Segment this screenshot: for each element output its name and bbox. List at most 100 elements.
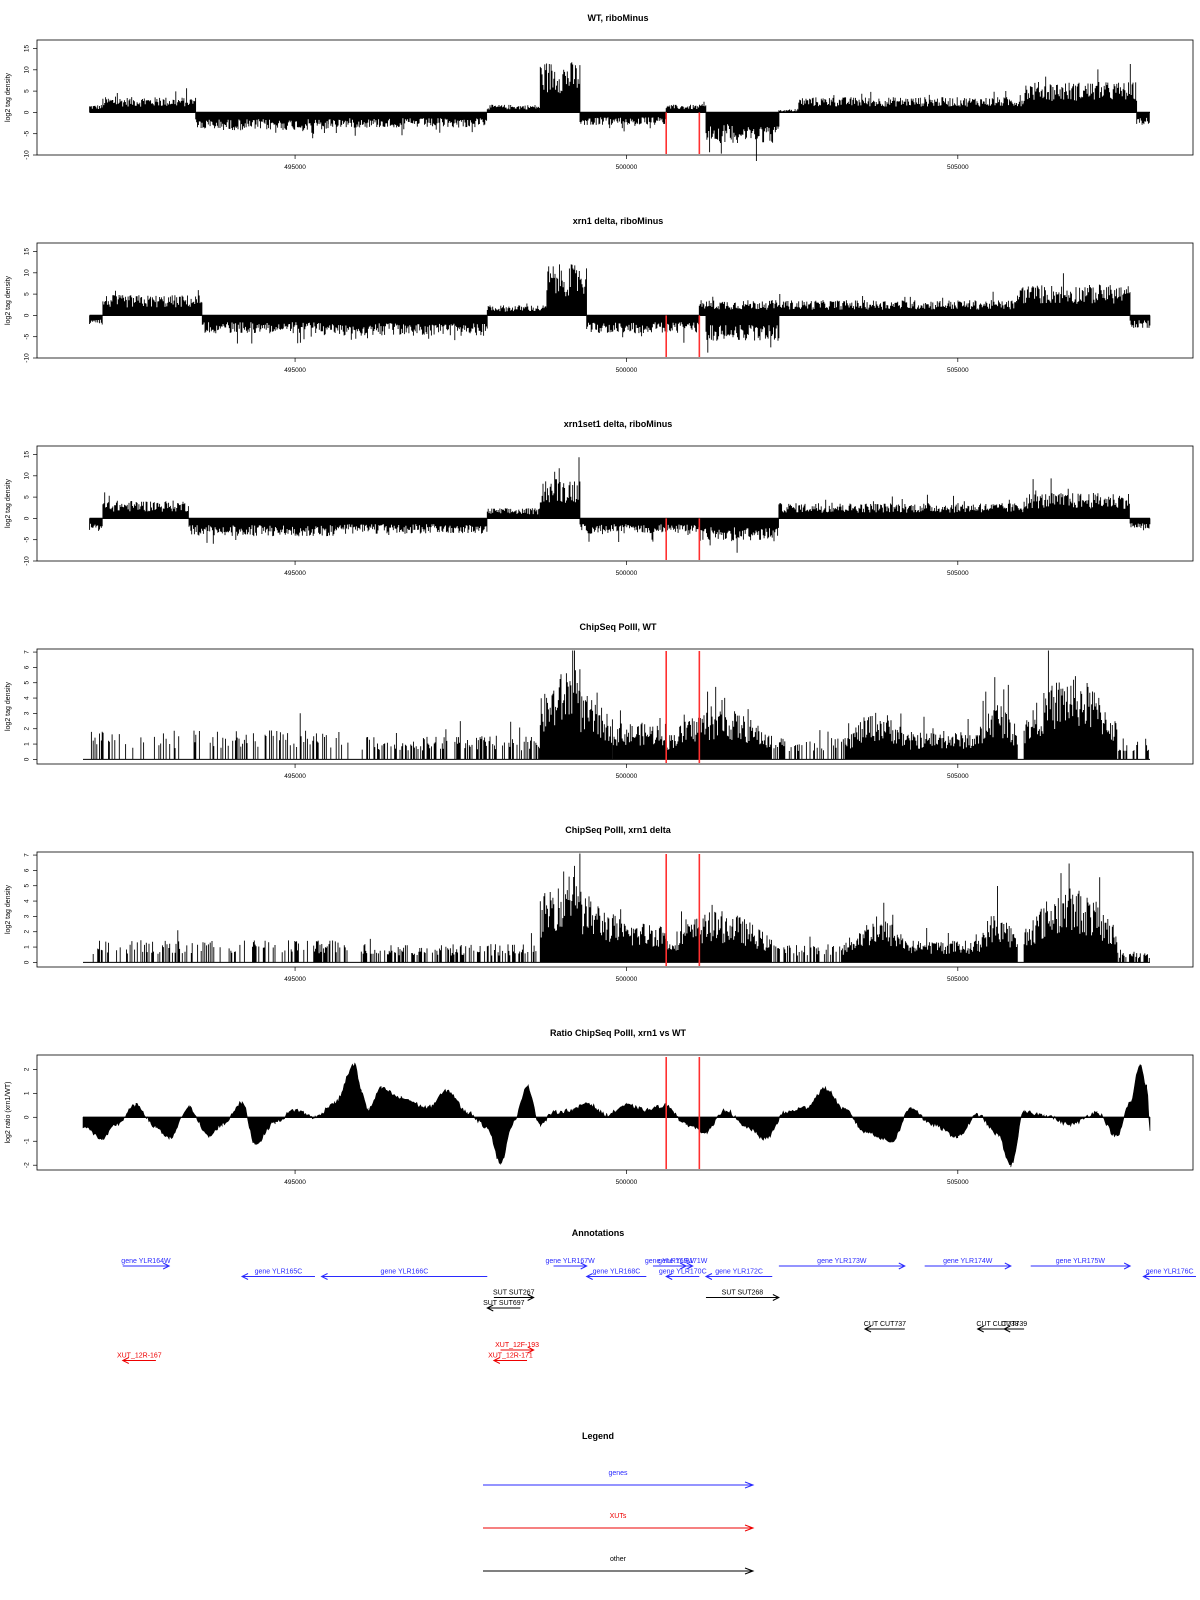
- feature-annotation: XUT_12R-171: [488, 1353, 533, 1364]
- feature-annotation: gene YLR176C: [1142, 1269, 1196, 1280]
- signal-bars: [844, 902, 912, 963]
- signal-bars: [910, 716, 978, 760]
- signal-bars: [665, 101, 707, 113]
- arrow-head-icon: [898, 1262, 906, 1270]
- panel-title: ChipSeq PolII, WT: [580, 622, 657, 632]
- panel-title: Ratio ChipSeq PolII, xrn1 vs WT: [550, 1028, 687, 1038]
- arrow-head-icon: [686, 1262, 694, 1270]
- feature-annotation: SUT SUT268: [705, 1290, 780, 1301]
- feature-annotation: XUT_12R-167: [117, 1353, 162, 1364]
- feature-annotation: gene YLR171W: [658, 1258, 708, 1270]
- signal-bars: [1117, 949, 1150, 963]
- feature-label: CUT CUT737: [864, 1321, 906, 1328]
- track-panel: ChipSeq PolII, WT log2 tag density 0 1 2 3 4 5 6…: [5, 622, 1194, 780]
- arrow-head-icon: [1142, 1273, 1150, 1280]
- arrow-head-icon: [976, 1325, 984, 1333]
- arrow-head-icon: [527, 1294, 535, 1301]
- legend-label: genes: [608, 1470, 628, 1477]
- feature-annotation: gene YLR174W: [924, 1258, 1012, 1270]
- y-tick-label: 0: [24, 960, 31, 964]
- x-tick-label: 505000: [947, 976, 969, 983]
- feature-annotation: SUT SUT267: [493, 1290, 535, 1301]
- y-tick-label: 0: [24, 1115, 31, 1119]
- x-tick-label: 500000: [616, 164, 638, 171]
- plot-frame: [36, 39, 1194, 156]
- signal-bars: [586, 315, 700, 343]
- x-tick-label: 505000: [947, 164, 969, 171]
- signal-bars: [705, 315, 780, 353]
- signal-bars: [1129, 518, 1151, 531]
- feature-annotation: gene YLR168C: [585, 1269, 647, 1280]
- signal-bars: [773, 730, 846, 760]
- signal-bars: [90, 713, 349, 760]
- signal-bars: [977, 886, 1018, 963]
- legend-item: other: [483, 1556, 755, 1575]
- arrow-head-icon: [527, 1346, 535, 1354]
- track-panel: Ratio ChipSeq PolII, xrn1 vs WT log2 rati…: [5, 1028, 1194, 1186]
- y-tick-label: 10: [24, 472, 31, 480]
- y-axis-label: log2 tag density: [5, 884, 12, 934]
- y-tick-label: 1: [24, 1091, 31, 1095]
- y-tick-label: 3: [24, 711, 31, 715]
- signal-bars: [705, 112, 780, 161]
- signal-bars: [361, 721, 540, 760]
- signal-bars: [360, 933, 537, 963]
- signal-bars: [844, 712, 912, 760]
- signal-bars: [89, 315, 103, 325]
- y-tick-label: 1: [24, 945, 31, 949]
- legend-panel: Legend genes XUTs other: [483, 1431, 755, 1575]
- y-tick-label: 0: [24, 313, 31, 317]
- track-panel: xrn1 delta, riboMinus log2 tag density -10…: [5, 216, 1194, 374]
- plot-frame: [36, 851, 1194, 968]
- plot-frame: [36, 1054, 1194, 1171]
- y-tick-label: -5: [24, 333, 31, 339]
- x-tick-label: 500000: [616, 367, 638, 374]
- y-tick-label: 3: [24, 914, 31, 918]
- y-tick-label: -1: [24, 1138, 31, 1144]
- feature-annotation: CUT CUT737: [864, 1321, 906, 1333]
- signal-bars: [102, 290, 203, 316]
- annotations-title: Annotations: [572, 1228, 625, 1238]
- y-axis-label: log2 tag density: [5, 275, 12, 325]
- arrow-head-icon: [585, 1273, 593, 1280]
- signal-bars: [579, 891, 621, 963]
- y-axis-label: log2 ratio (xrn1/WT): [5, 1082, 12, 1144]
- x-tick-label: 495000: [284, 367, 306, 374]
- x-tick-label: 505000: [947, 773, 969, 780]
- signal-bars: [92, 930, 348, 963]
- feature-annotation: XUT_12F-193: [495, 1342, 539, 1354]
- y-tick-label: 4: [24, 696, 31, 700]
- panel-title: xrn1set1 delta, riboMinus: [564, 419, 673, 429]
- feature-annotation: CUT739: [1001, 1321, 1027, 1333]
- y-tick-label: -5: [24, 536, 31, 542]
- feature-label: gene YLR165C: [255, 1269, 303, 1276]
- y-axis-label: log2 tag density: [5, 478, 12, 528]
- signal-bars: [798, 91, 1025, 113]
- feature-label: gene YLR171W: [658, 1258, 708, 1265]
- y-tick-label: 7: [24, 853, 31, 857]
- plot-frame: [36, 648, 1194, 765]
- signal-bars: [539, 457, 581, 519]
- y-tick-label: 10: [24, 269, 31, 277]
- signal-bars: [89, 105, 103, 113]
- signal-bars: [102, 88, 197, 113]
- feature-label: CUT739: [1001, 1321, 1027, 1328]
- feature-annotation: gene YLR164W: [121, 1258, 171, 1270]
- feature-annotation: gene YLR170C: [659, 1269, 707, 1280]
- arrow-head-icon: [320, 1273, 328, 1280]
- y-tick-label: 0: [24, 516, 31, 520]
- y-tick-label: 5: [24, 495, 31, 499]
- track-panel: xrn1set1 delta, riboMinus log2 tag densit…: [5, 419, 1194, 577]
- signal-bars: [1017, 273, 1131, 316]
- arrow-head-icon: [1004, 1262, 1012, 1270]
- signal-bars: [910, 928, 978, 963]
- feature-label: gene YLR167W: [545, 1258, 595, 1265]
- signal-bars: [1129, 315, 1151, 328]
- x-tick-label: 495000: [284, 1179, 306, 1186]
- signal-series: [89, 457, 1151, 553]
- signal-bars: [102, 492, 189, 519]
- feature-annotation: gene YLR166C: [320, 1269, 488, 1280]
- signal-bars: [1023, 863, 1118, 963]
- ratio-area: [82, 1062, 1151, 1168]
